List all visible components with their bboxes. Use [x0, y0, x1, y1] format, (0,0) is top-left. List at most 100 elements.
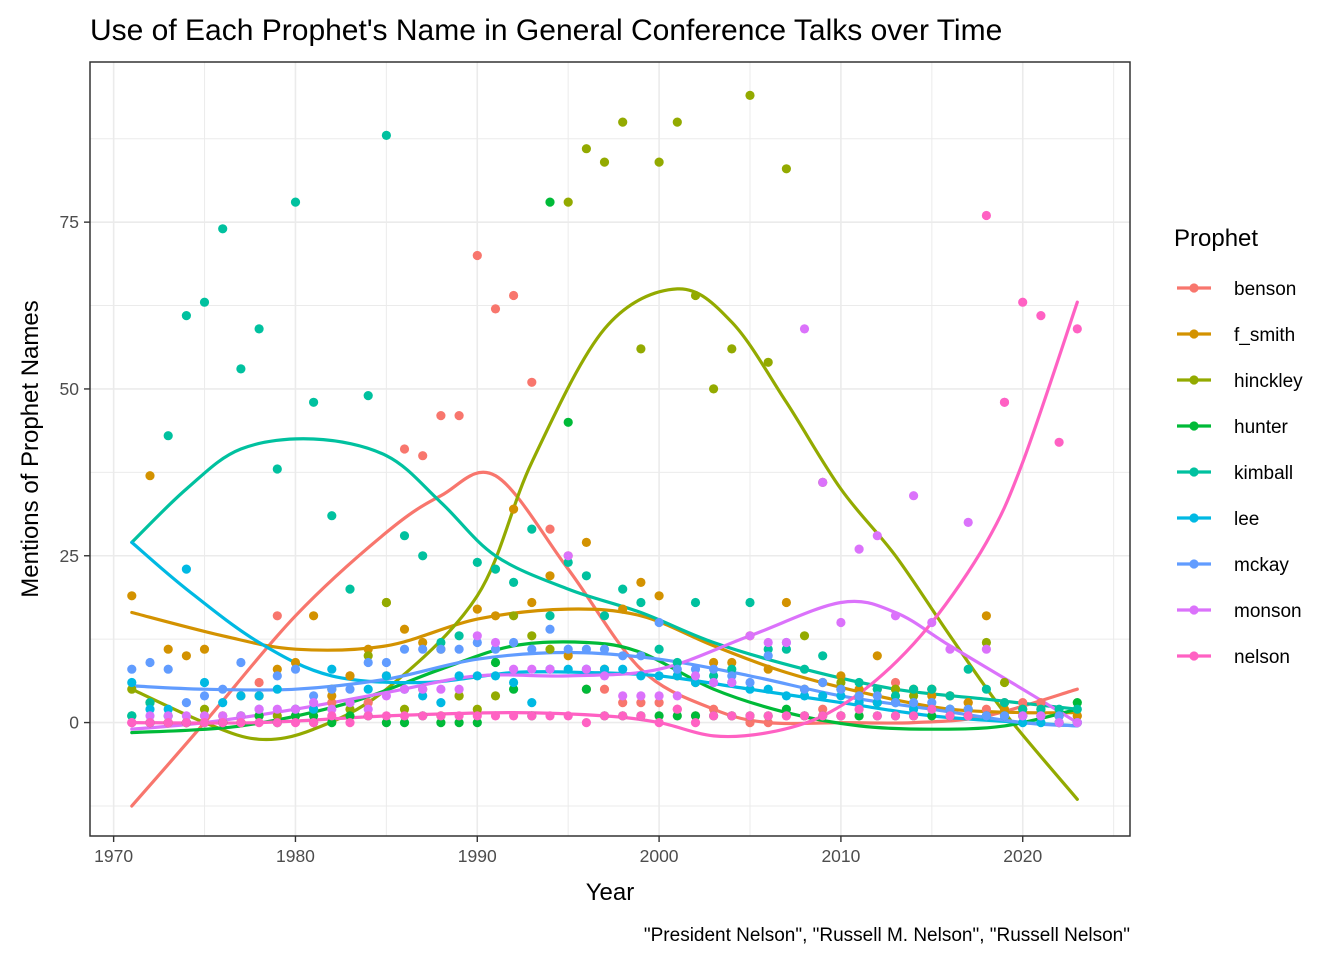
x-axis: 1970 1980 1990 2000 2010 2020: [94, 836, 1042, 866]
point-nelson: [727, 711, 737, 721]
point-monson: [763, 637, 773, 648]
point-kimball: [818, 651, 828, 661]
point-monson: [927, 617, 937, 628]
point-nelson: [945, 711, 955, 721]
point-mckay: [1054, 711, 1064, 721]
point-mckay: [127, 664, 137, 674]
point-benson: [272, 611, 282, 621]
point-benson: [418, 451, 428, 461]
point-kimball: [436, 637, 446, 648]
point-monson: [854, 544, 864, 554]
point-hunter: [690, 711, 701, 721]
point-nelson: [199, 718, 210, 728]
point-kimball: [381, 130, 391, 140]
point-kimball: [563, 557, 573, 568]
point-mckay: [727, 671, 737, 681]
point-hinckley: [981, 637, 992, 648]
point-mckay: [745, 677, 755, 688]
y-tick-label: 75: [60, 212, 79, 232]
point-mckay: [418, 644, 428, 654]
point-lee: [1036, 718, 1046, 728]
point-benson: [745, 718, 755, 728]
point-hunter: [309, 711, 319, 721]
point-nelson: [381, 711, 391, 721]
point-hinckley: [672, 117, 682, 127]
point-benson: [1018, 698, 1028, 708]
point-mckay: [690, 664, 701, 674]
point-mckay: [508, 637, 519, 648]
legend-label-kimball: kimball: [1234, 463, 1293, 484]
point-f_smith: [854, 684, 864, 694]
point-mckay: [599, 644, 610, 654]
point-lee: [836, 691, 846, 701]
point-lee: [745, 684, 755, 694]
point-kimball: [654, 644, 664, 654]
point-benson: [472, 250, 482, 261]
point-nelson: [309, 718, 319, 728]
point-f_smith: [199, 644, 210, 654]
point-hinckley: [781, 164, 792, 174]
point-lee: [309, 704, 319, 714]
point-f_smith: [981, 611, 992, 621]
point-hunter: [490, 657, 501, 668]
point-mckay: [636, 651, 646, 661]
data-points: [127, 90, 1082, 728]
point-kimball: [490, 564, 501, 574]
point-mckay: [163, 664, 173, 674]
x-tick-label: 2010: [821, 846, 860, 866]
legend-items: benson f_smith hinckley hunter kimball lee mck…: [1177, 279, 1303, 668]
point-nelson: [418, 711, 428, 721]
legend-key-point-hinckley: [1189, 375, 1199, 385]
point-hunter: [327, 718, 337, 728]
point-hinckley: [527, 631, 537, 641]
point-benson: [636, 698, 646, 708]
point-kimball: [745, 597, 755, 608]
legend-key-point-f_smith: [1189, 329, 1199, 339]
point-kimball: [545, 611, 555, 621]
point-monson: [818, 477, 828, 487]
point-hinckley: [690, 290, 701, 301]
point-nelson: [345, 718, 355, 728]
point-nelson: [399, 711, 410, 721]
point-f_smith: [999, 704, 1010, 714]
point-monson: [727, 677, 737, 688]
point-hunter: [581, 684, 592, 694]
point-nelson: [1054, 437, 1064, 447]
point-hinckley: [381, 597, 391, 608]
point-mckay: [236, 657, 246, 668]
point-f_smith: [927, 691, 937, 701]
point-f_smith: [836, 671, 846, 681]
point-monson: [345, 698, 355, 708]
point-monson: [418, 684, 428, 694]
point-hinckley: [454, 691, 464, 701]
point-mckay: [945, 704, 955, 714]
y-tick-label: 50: [60, 379, 80, 399]
point-kimball: [690, 597, 701, 608]
smooth-line-nelson: [130, 300, 1079, 739]
point-kimball: [999, 698, 1010, 708]
point-nelson: [545, 711, 555, 721]
point-hinckley: [836, 677, 846, 688]
point-f_smith: [709, 657, 719, 668]
point-nelson: [290, 718, 301, 728]
point-lee: [163, 704, 173, 714]
point-nelson: [672, 704, 682, 714]
point-monson: [254, 704, 264, 714]
point-monson: [163, 711, 173, 721]
point-monson: [690, 671, 701, 681]
point-hinckley: [999, 677, 1010, 688]
point-kimball: [872, 684, 882, 694]
legend-label-hinckley: hinckley: [1234, 371, 1303, 392]
point-mckay: [799, 684, 810, 694]
point-benson: [327, 698, 337, 708]
point-kimball: [163, 431, 173, 441]
point-nelson: [490, 711, 501, 721]
point-kimball: [963, 664, 973, 674]
point-mckay: [999, 711, 1010, 721]
caption: "President Nelson", "Russell M. Nelson",…: [644, 925, 1130, 946]
point-nelson: [872, 711, 882, 721]
point-monson: [872, 531, 882, 541]
point-benson: [254, 677, 264, 688]
point-f_smith: [545, 571, 555, 581]
